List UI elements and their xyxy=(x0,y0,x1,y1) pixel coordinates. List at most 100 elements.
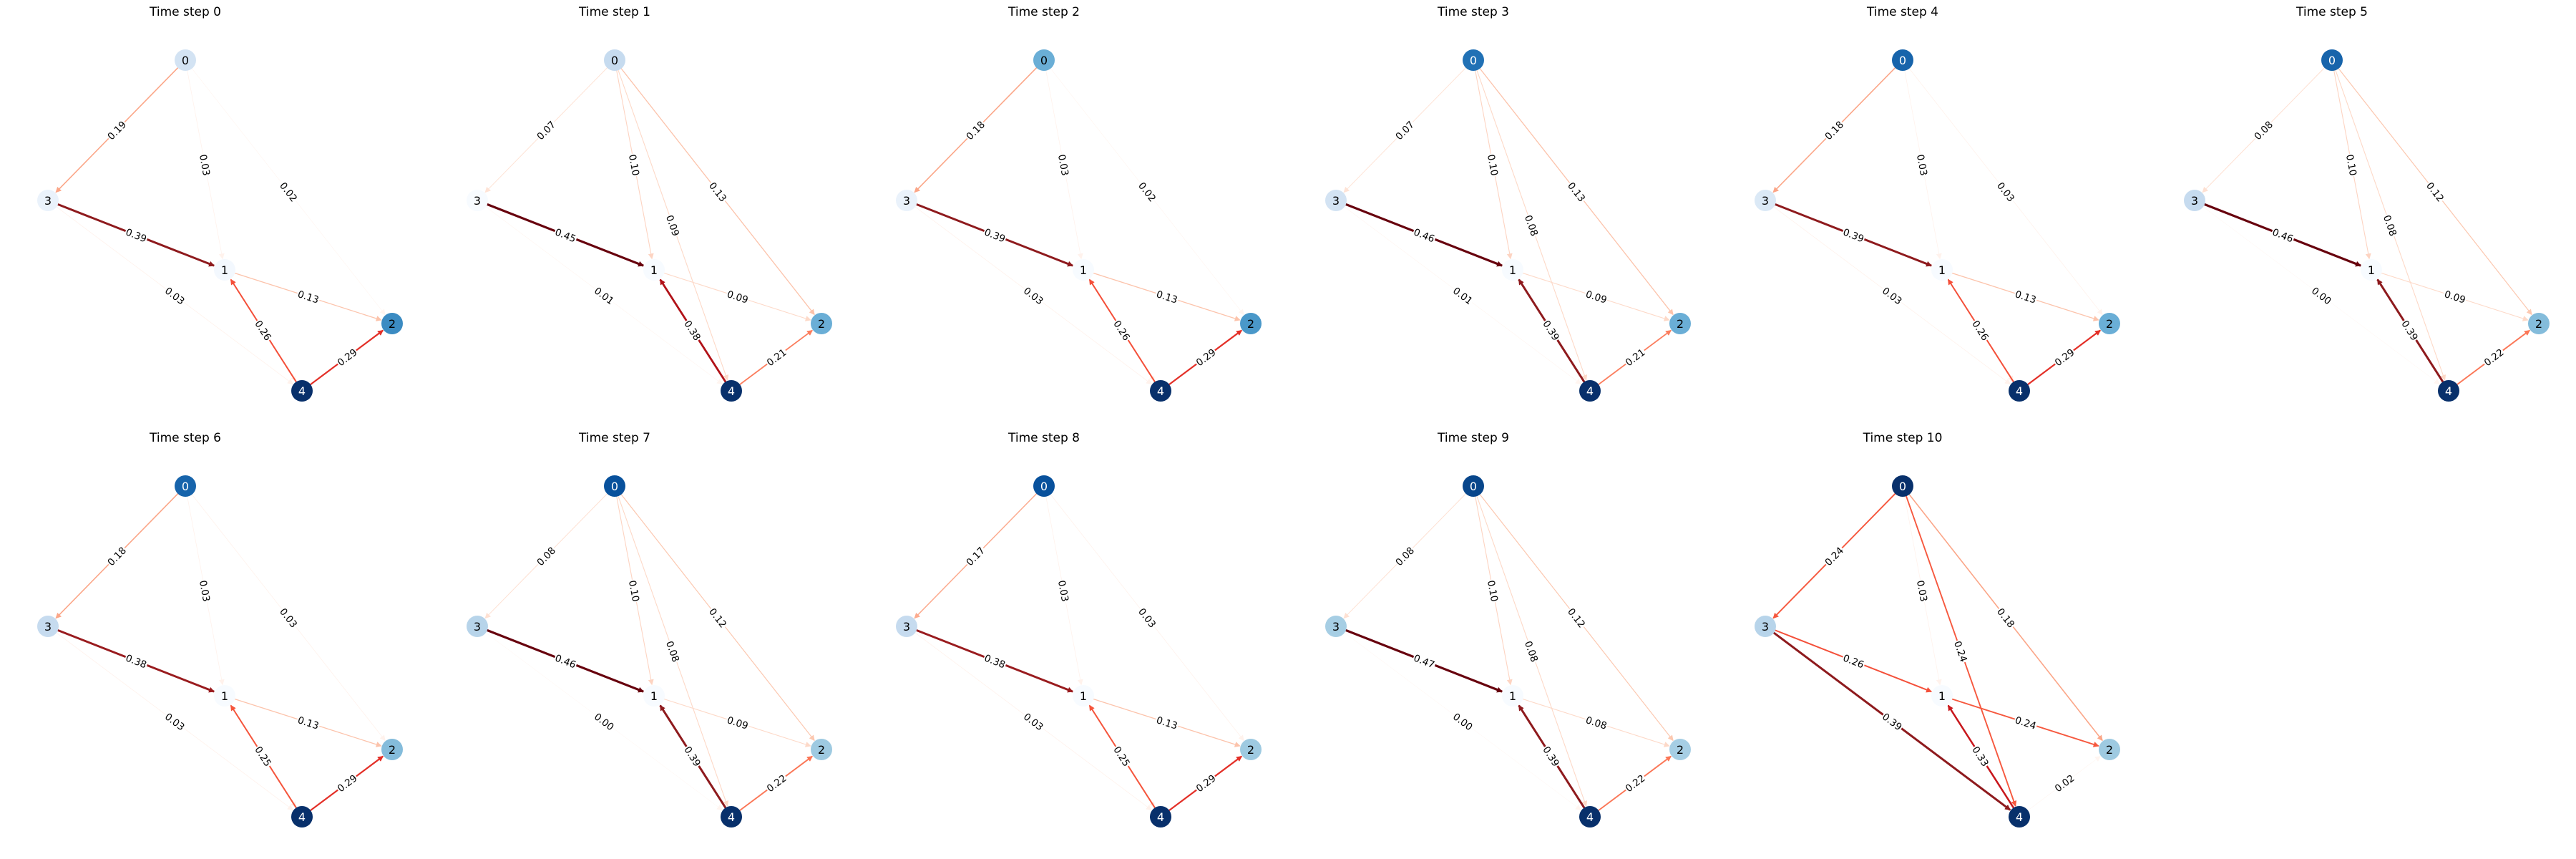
edge-label-background xyxy=(552,651,579,671)
panel-1: Time step 10.070.100.090.130.450.01 0.090… xyxy=(467,5,832,402)
edge-weight-label: 0.01 xyxy=(1450,283,1476,308)
edge-label-background xyxy=(276,604,301,631)
panel-10: Time step 100.240.030.240.180.260.39 0.24… xyxy=(1755,431,2120,828)
node-label-2: 2 xyxy=(1677,317,1684,331)
node-1 xyxy=(643,685,665,707)
edge-label-layer: 0.240.030.240.180.260.39 0.240.330.02 xyxy=(1821,543,2078,795)
node-0 xyxy=(1463,49,1484,71)
edge-weight-label: 0.26 xyxy=(1110,317,1134,344)
node-label-1: 1 xyxy=(221,263,228,277)
edge-label-background xyxy=(2013,713,2039,732)
node-2 xyxy=(1240,739,1262,760)
node-layer: 0 1 2 3 4 xyxy=(2184,49,2550,402)
edge-weight-label: 0.13 xyxy=(706,178,731,205)
edge-label-background xyxy=(1994,178,2019,205)
panel-title: Time step 9 xyxy=(1437,431,1509,445)
edge-weight-text: 0.08 xyxy=(663,639,681,664)
edge-label-background xyxy=(1154,713,1180,732)
node-label-2: 2 xyxy=(389,317,396,331)
edge-layer xyxy=(1772,492,2103,812)
edge-label-background xyxy=(1539,317,1563,344)
edge-label-background xyxy=(296,287,321,306)
node-label-4: 4 xyxy=(2016,810,2023,824)
node-4 xyxy=(1579,806,1601,828)
node-label-0: 0 xyxy=(1899,480,1906,493)
node-layer: 0 1 2 3 4 xyxy=(1755,475,2120,828)
node-label-0: 0 xyxy=(182,54,189,67)
edge-label-background xyxy=(2013,287,2039,306)
node-3 xyxy=(1325,190,1347,211)
node-1 xyxy=(1502,259,1523,281)
edge-weight-label: 0.10 xyxy=(625,578,643,603)
edge-label-background xyxy=(333,345,361,369)
edge-label-background xyxy=(1055,578,1073,603)
edge-label-background xyxy=(162,709,188,734)
edge-layer xyxy=(1343,492,1674,812)
node-label-4: 4 xyxy=(298,384,306,398)
edge-weight-text: 0.10 xyxy=(626,153,641,176)
node-label-4: 4 xyxy=(1586,384,1594,398)
node-2 xyxy=(2099,313,2120,334)
edge-weight-text: 0.39 xyxy=(124,226,148,245)
edge-weight-label: 0.39 xyxy=(1840,225,1867,246)
node-label-1: 1 xyxy=(1938,263,1946,277)
edge-label-layer: 0.180.030.030.390.030.130.040.260.29 xyxy=(1821,117,2078,369)
edge-weight-text: 0.10 xyxy=(1485,153,1500,176)
node-2 xyxy=(1669,313,1691,334)
node-label-3: 3 xyxy=(474,194,481,208)
node-layer: 0 1 2 3 4 xyxy=(467,49,832,402)
edge-label-background xyxy=(1821,117,1847,143)
node-3 xyxy=(37,616,59,637)
edge-weight-text: 0.08 xyxy=(2252,119,2275,142)
edge-label-background xyxy=(591,283,618,308)
edge-weight-label: 0.39 xyxy=(1879,709,1906,734)
edge-label-background xyxy=(680,743,705,770)
node-label-0: 0 xyxy=(1470,54,1477,67)
edge-weight-label: 0.10 xyxy=(1484,578,1502,603)
edge-weight-text: 0.08 xyxy=(1522,639,1540,664)
edge-weight-label: 0.29 xyxy=(333,771,361,795)
node-label-1: 1 xyxy=(650,263,658,277)
edge-label-background xyxy=(1135,178,1160,205)
edge-weight-text: 0.10 xyxy=(626,579,641,602)
edge-weight-text: 0.03 xyxy=(1914,153,1929,176)
edge-label-background xyxy=(1539,743,1563,770)
node-label-2: 2 xyxy=(1677,743,1684,757)
edge-weight-label: 0.22 xyxy=(2480,345,2507,369)
edge-weight-label: 0.00 xyxy=(2308,283,2335,308)
edge-label-background xyxy=(196,152,214,178)
panel-title: Time step 0 xyxy=(149,5,221,19)
node-label-3: 3 xyxy=(903,620,910,634)
edge-label-background xyxy=(2398,317,2422,344)
edge-weight-text: 0.13 xyxy=(1155,288,1179,306)
edge-label-background xyxy=(1564,178,1589,205)
edge-weight-label: 0.02 xyxy=(2051,771,2078,795)
edge-label-background xyxy=(1450,709,1476,734)
edge-weight-label: 0.13 xyxy=(2013,287,2039,306)
node-label-3: 3 xyxy=(44,620,52,634)
edge-weight-label: 0.03 xyxy=(196,152,214,178)
edge-label-background xyxy=(1020,283,1047,308)
node-label-3: 3 xyxy=(474,620,481,634)
node-3 xyxy=(1755,190,1776,211)
panel-4: Time step 40.180.030.030.390.030.130.040… xyxy=(1755,5,2120,402)
edge-layer xyxy=(1772,66,2103,387)
node-label-4: 4 xyxy=(1157,810,1164,824)
edge-weight-label: 0.26 xyxy=(251,317,275,344)
edge-label-background xyxy=(2442,287,2468,306)
node-0 xyxy=(1033,49,1055,71)
node-label-3: 3 xyxy=(44,194,52,208)
node-1 xyxy=(214,259,235,281)
node-label-0: 0 xyxy=(611,54,618,67)
edge-weight-label: 0.26 xyxy=(1968,317,1993,344)
node-label-0: 0 xyxy=(1040,480,1048,493)
node-label-0: 0 xyxy=(1040,54,1048,67)
edge-weight-text: 0.13 xyxy=(296,288,321,306)
edge-weight-text: 0.09 xyxy=(1584,288,1609,306)
edge-label-background xyxy=(533,543,559,569)
edge-weight-label: 0.13 xyxy=(1154,287,1180,306)
edge-weight-label: 0.29 xyxy=(1192,771,1219,795)
edge-weight-label: 0.10 xyxy=(1484,152,1502,178)
node-label-2: 2 xyxy=(2535,317,2542,331)
node-label-1: 1 xyxy=(1509,263,1516,277)
